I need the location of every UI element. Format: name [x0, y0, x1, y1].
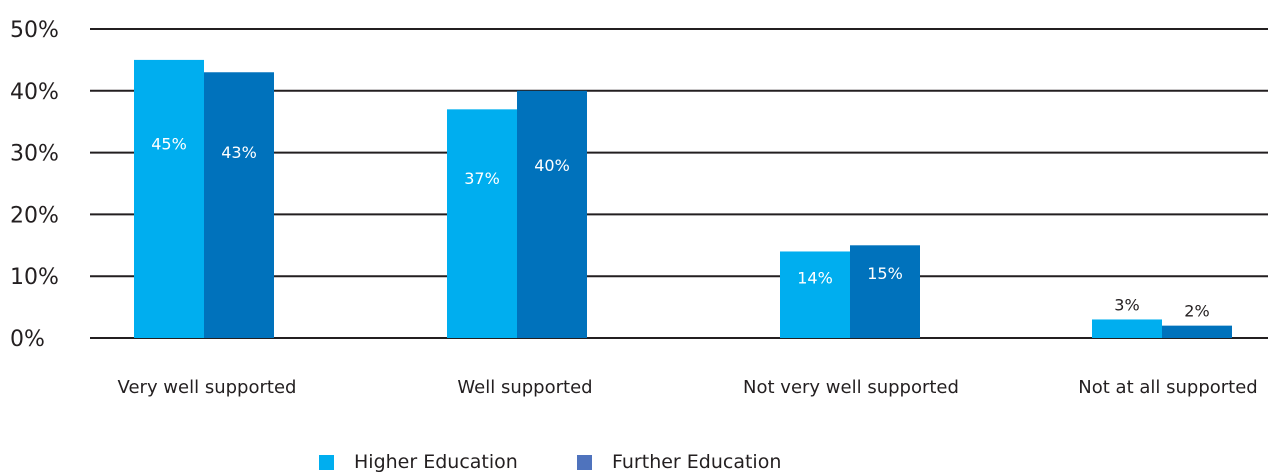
bar-higher-education-well-supported: [447, 109, 517, 338]
y-tick-label: 20%: [10, 203, 59, 228]
data-label-further-education-very-well-supported: 43%: [221, 143, 257, 162]
data-label-higher-education-very-well-supported: 45%: [151, 134, 187, 153]
bar-higher-education-not-at-all-supported: [1092, 319, 1162, 338]
data-label-higher-education-not-at-all-supported: 3%: [1114, 295, 1139, 314]
y-tick-label: 10%: [10, 265, 59, 290]
data-labels: 45% 43% 37% 40% 14% 15% 3% 2%: [151, 134, 1209, 320]
legend-swatch-further-education: [577, 454, 592, 470]
legend-item-higher-education: Higher Education: [319, 451, 518, 473]
data-label-further-education-not-at-all-supported: 2%: [1184, 302, 1209, 321]
bar-further-education-very-well-supported: [204, 72, 274, 338]
x-category-label: Not very well supported: [743, 377, 959, 398]
bar-higher-education-not-very-well-supported: [780, 251, 850, 338]
data-label-further-education-well-supported: 40%: [534, 156, 570, 175]
y-tick-label: 50%: [10, 18, 59, 43]
data-label-higher-education-not-very-well-supported: 14%: [797, 268, 833, 287]
x-category-label: Not at all supported: [1078, 377, 1257, 398]
legend-label-further-education: Further Education: [612, 451, 782, 473]
x-axis-categories: Very well supported Well supported Not ver…: [118, 377, 1258, 398]
y-tick-label: 30%: [10, 142, 59, 167]
bar-further-education-well-supported: [517, 90, 587, 338]
bar-higher-education-very-well-supported: [134, 59, 204, 339]
y-axis-ticks: 0% 10% 20% 30% 40% 50%: [10, 18, 59, 352]
data-label-further-education-not-very-well-supported: 15%: [867, 264, 903, 283]
x-category-label: Well supported: [457, 377, 592, 398]
bars: [134, 59, 1232, 339]
legend-swatch-higher-education: [319, 454, 334, 470]
y-tick-label: 0%: [10, 327, 45, 352]
legend-label-higher-education: Higher Education: [354, 451, 518, 473]
bar-further-education-not-very-well-supported: [850, 245, 920, 338]
y-tick-label: 40%: [10, 80, 59, 105]
x-category-label: Very well supported: [118, 377, 297, 398]
legend-item-further-education: Further Education: [577, 451, 781, 473]
gridlines: [90, 28, 1268, 339]
bar-further-education-not-at-all-supported: [1162, 325, 1232, 338]
data-label-higher-education-well-supported: 37%: [464, 169, 500, 188]
